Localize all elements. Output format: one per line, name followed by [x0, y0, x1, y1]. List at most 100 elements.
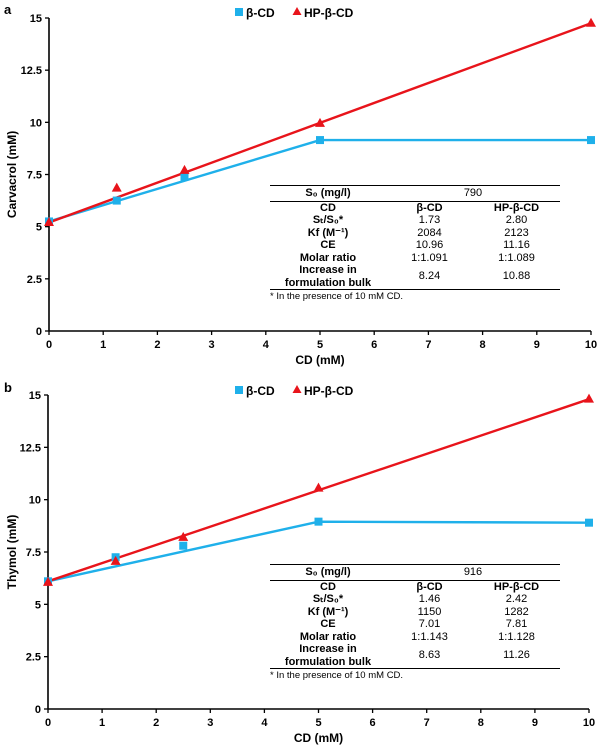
legend-label-hp-beta-cd: HP-β-CD	[304, 6, 354, 20]
x-tick-label: 1	[100, 339, 106, 351]
header-c2: HP-β-CD	[493, 201, 540, 214]
table-row-s0: S₀ (mg/l) 916	[270, 564, 560, 581]
table-row: Sₜ/S₀* 1.46 2.42	[270, 593, 560, 606]
row-label: Sₜ/S₀*	[312, 593, 344, 605]
y-tick-label: 2.5	[27, 274, 42, 286]
row-c1: 10.96	[415, 239, 444, 251]
x-tick-label: 9	[532, 717, 538, 729]
hp-beta-cd-point	[586, 17, 596, 27]
x-tick-label: 2	[153, 717, 159, 729]
hp-beta-cd-point	[44, 216, 54, 226]
beta-cd-point	[585, 518, 593, 527]
row-c1: 8.63	[386, 643, 473, 669]
s0-label: S₀ (mg/l)	[270, 564, 386, 581]
row-c2: 7.81	[505, 618, 528, 630]
hp-beta-cd-point	[110, 555, 121, 565]
x-tick-label: 9	[534, 339, 540, 351]
row-label: Kf (M⁻¹)	[307, 605, 349, 618]
x-tick-label: 8	[478, 717, 484, 729]
s0-label: S₀ (mg/l)	[270, 185, 386, 202]
x-tick-label: 5	[315, 717, 321, 729]
row-c2: 11.16	[503, 239, 530, 251]
x-tick-label: 6	[371, 339, 377, 351]
hp-beta-cd-point	[179, 164, 190, 174]
table-header-row: CD β-CD HP-β-CD	[270, 201, 560, 214]
y-tick-label: 10	[30, 117, 42, 129]
legend-triangle-icon	[292, 7, 302, 15]
row-c2: 2123	[504, 226, 529, 239]
beta-cd-point	[587, 136, 595, 145]
x-tick-label: 3	[209, 339, 215, 351]
y-tick-label: 12.5	[20, 442, 41, 454]
row-c1: 2084	[417, 226, 442, 239]
s0-value: 790	[386, 185, 560, 202]
y-tick-label: 7.5	[26, 547, 41, 559]
table-row: Kf (M⁻¹) 2084 2123	[270, 227, 560, 240]
y-tick-label: 0	[36, 326, 42, 338]
hp-beta-cd-point	[584, 393, 594, 403]
row-c2: 1:1.128	[498, 630, 535, 643]
y-axis-title: Thymol (mM)	[5, 515, 19, 590]
legend-square-icon	[235, 386, 243, 394]
x-tick-label: 6	[370, 717, 376, 729]
x-tick-label: 5	[317, 339, 323, 351]
inset-table-a: S₀ (mg/l) 790 CD β-CD HP-β-CD Sₜ/S₀* 1.73…	[270, 185, 560, 304]
table-row: Kf (M⁻¹) 1150 1282	[270, 606, 560, 619]
x-axis-title: CD (mM)	[294, 731, 343, 745]
y-tick-label: 2.5	[26, 652, 41, 664]
table-footnote: * In the presence of 10 mM CD.	[270, 670, 404, 681]
row-c2: 2.80	[505, 214, 528, 226]
legend-square-icon	[235, 8, 243, 16]
y-tick-label: 15	[29, 390, 41, 402]
row-c2: 10.88	[473, 264, 560, 290]
header-label: CD	[320, 580, 336, 593]
panel-letter: a	[4, 2, 12, 17]
y-tick-label: 5	[36, 222, 42, 234]
y-tick-label: 15	[30, 13, 42, 25]
panel-a: a 0 2.5 5 7.5 10 12.5 15 0 1 2 3 4 5 6 7 8 9 10 CD (mM) Carv…	[4, 2, 597, 367]
row-label: Kf (M⁻¹)	[307, 226, 349, 239]
panel-b: b 0 2.5 5 7.5 10 12.5 15 0 1 2 3 4 5 6 7 8 9 10 CD (mM) Thym…	[0, 378, 605, 756]
x-tick-label: 0	[45, 717, 51, 729]
x-tick-label: 2	[154, 339, 160, 351]
panel-letter: b	[4, 380, 12, 395]
x-axis-title: CD (mM)	[295, 353, 344, 367]
legend-label-hp-beta-cd: HP-β-CD	[304, 384, 354, 398]
row-c2: 1282	[504, 605, 529, 618]
row-label: Increase in formulation bulk	[270, 643, 386, 669]
x-tick-label: 8	[480, 339, 486, 351]
row-label: Molar ratio	[299, 630, 357, 643]
row-label: Molar ratio	[299, 251, 357, 264]
row-c1: 1150	[417, 605, 442, 618]
y-tick-label: 12.5	[21, 65, 42, 77]
header-label: CD	[320, 201, 336, 214]
beta-cd-point	[180, 172, 189, 181]
hp-beta-cd-point	[313, 482, 324, 492]
table-header-row: CD β-CD HP-β-CD	[270, 580, 560, 593]
x-tick-label: 1	[99, 717, 105, 729]
row-c1: 1.46	[418, 593, 441, 605]
y-tick-label: 10	[29, 495, 41, 507]
row-c2: 2.42	[505, 593, 528, 605]
table-row: Increase in formulation bulk 8.63 11.26	[270, 643, 560, 669]
row-c1: 1:1.143	[411, 630, 448, 643]
chart-a: a 0 2.5 5 7.5 10 12.5 15 0 1 2 3 4 5 6 7 8 9 10 CD (mM) Carv…	[4, 2, 597, 367]
row-label: CE	[320, 618, 336, 630]
header-c1: β-CD	[416, 201, 443, 214]
row-c1: 8.24	[386, 264, 473, 290]
x-tick-label: 7	[424, 717, 430, 729]
row-label: Increase in formulation bulk	[270, 264, 386, 290]
row-label: CE	[320, 239, 336, 251]
x-tick-label: 10	[583, 717, 595, 729]
beta-cd-point	[314, 517, 323, 526]
y-tick-label: 7.5	[27, 170, 42, 182]
chart-b: b 0 2.5 5 7.5 10 12.5 15 0 1 2 3 4 5 6 7 8 9 10 CD (mM) Thym…	[4, 380, 595, 745]
table-footnote: * In the presence of 10 mM CD.	[270, 291, 404, 302]
table-row: Molar ratio 1:1.143 1:1.128	[270, 631, 560, 644]
legend-label-beta-cd: β-CD	[246, 6, 275, 20]
row-c2: 11.26	[473, 643, 560, 669]
row-label: Sₜ/S₀*	[312, 214, 344, 226]
inset-table-b: S₀ (mg/l) 916 CD β-CD HP-β-CD Sₜ/S₀* 1.46…	[270, 564, 560, 683]
table-row: Sₜ/S₀* 1.73 2.80	[270, 214, 560, 227]
legend-triangle-icon	[292, 385, 302, 393]
